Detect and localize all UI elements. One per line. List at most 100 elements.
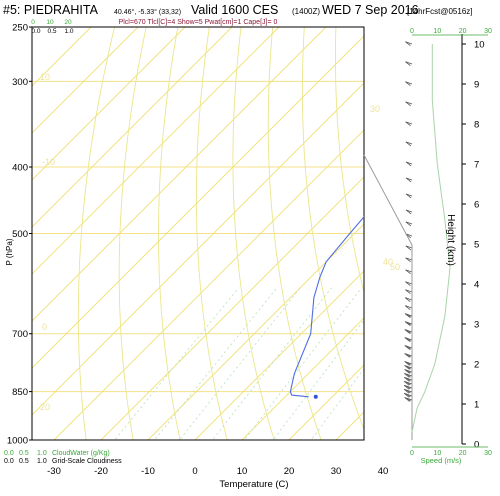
mixing-ratio-line	[154, 287, 278, 440]
wind-barb	[405, 221, 413, 227]
speed-tick-top: 0	[410, 28, 414, 35]
mixing-ratio-line	[272, 319, 364, 440]
top-scale-row1-1: 10	[46, 19, 54, 26]
isotherm-line	[288, 364, 364, 440]
speed-tick-bottom: 0	[410, 450, 414, 457]
surface-temperature-dot	[396, 395, 400, 399]
wind-barb	[405, 81, 413, 87]
height-tick-label: 3	[474, 320, 479, 331]
wind-barb	[404, 297, 413, 302]
legend-cw-2: 1.0	[37, 450, 47, 457]
isotherm-line	[147, 223, 364, 440]
isotherm-line	[241, 317, 364, 440]
dry-adiabat	[493, 15, 500, 455]
isotherm-line	[430, 27, 500, 440]
isotherm-line	[32, 35, 364, 369]
speed-tick-bottom: 20	[459, 450, 467, 457]
isotherm-line	[383, 27, 500, 440]
wind-barb	[405, 257, 413, 263]
isotherm-label: 10	[40, 72, 50, 82]
valid-date: WED 7 Sep 2016	[322, 3, 419, 17]
mixing-ratio-line	[179, 287, 301, 440]
background-lines	[32, 15, 500, 455]
isotherm-line	[194, 270, 364, 440]
wind-barb	[405, 209, 413, 215]
height-tick-label: 10	[474, 40, 485, 51]
y-axis-title: P (hPa)	[5, 238, 14, 265]
wind-barb	[404, 337, 413, 342]
speed-tick-top: 30	[484, 28, 492, 35]
temperature-tick-label: -30	[47, 466, 61, 477]
wind-barb	[404, 377, 413, 382]
isotherm-line	[32, 27, 233, 228]
wind-barb	[404, 305, 413, 310]
temperature-tick-label: 20	[284, 466, 295, 477]
isotherm-line	[100, 176, 364, 440]
isotherm-label: 50	[390, 262, 400, 272]
x-axis-title: Temperature (C)	[219, 479, 288, 490]
height-tick-label: 5	[474, 240, 479, 251]
wind-barb	[404, 365, 413, 370]
dry-adiabat	[461, 15, 500, 455]
speed-profile-curve	[411, 44, 451, 433]
dry-adiabat	[430, 15, 500, 455]
legend-cw-0: 0.0	[4, 450, 14, 457]
mixing-ratio-line	[211, 287, 332, 440]
wind-barb	[403, 392, 413, 398]
dry-adiabat	[195, 27, 228, 440]
top-scale-row2-0: 0.0	[31, 28, 40, 35]
speed-tick-bottom: 10	[433, 450, 441, 457]
sounding-curves	[289, 215, 400, 399]
dry-adiabat	[118, 27, 147, 440]
wind-barb	[404, 353, 413, 358]
height-tick-label: 2	[474, 360, 479, 371]
surface-dewpoint-dot	[313, 394, 318, 399]
dry-adiabat	[77, 27, 116, 440]
pressure-tick-label: 1000	[7, 436, 28, 447]
speed-tick-top: 10	[433, 28, 441, 35]
pressure-tick-label: 500	[12, 229, 28, 240]
legend-cloudwater-label: CloudWater (g/Kg)	[52, 450, 110, 457]
isotherm-line	[53, 129, 364, 440]
dry-adiabat	[335, 27, 364, 294]
pressure-tick-label: 850	[12, 387, 28, 398]
legend-cloudiness-label: Grid-Scale Cloudiness	[52, 458, 122, 465]
isotherm-line	[32, 82, 364, 416]
isotherm-label: 40	[383, 257, 393, 267]
temperature-tick-label: 0	[192, 466, 197, 477]
axes: 100-10203040502503004005007008501000-30-…	[7, 23, 492, 478]
sounding-indices: Plcl=670 Tlcl[C]=4 Show=5 Pwat[cm]=1 Cap…	[119, 19, 278, 26]
wind-barb	[405, 121, 413, 127]
height-tick-label: 1	[474, 400, 479, 411]
isotherm-line	[32, 27, 186, 181]
wind-profile	[403, 41, 413, 402]
dry-adiabat	[232, 27, 275, 440]
dry-adiabat	[301, 27, 364, 431]
legend-gsc-1: 0.5	[19, 458, 29, 465]
speed-tick-bottom: 30	[484, 450, 492, 457]
wind-barb	[405, 269, 413, 275]
wind-barb	[405, 289, 413, 295]
height-tick-label: 7	[474, 160, 479, 171]
isotherm-line	[32, 27, 139, 134]
top-scale-row1-0: 0	[31, 19, 35, 26]
wind-barb	[405, 141, 413, 147]
mixing-ratio-line	[243, 287, 362, 440]
wind-barb	[405, 177, 413, 183]
height-tick-label: 6	[474, 200, 479, 211]
wind-barb	[405, 101, 413, 107]
valid-time: Valid 1600 CES	[191, 3, 278, 17]
pressure-tick-label: 700	[12, 329, 28, 340]
wind-barb	[405, 193, 413, 199]
wind-area-boundary	[363, 154, 413, 440]
wind-barb	[405, 161, 413, 167]
wind-barb	[403, 388, 413, 394]
speed-axis-title: Speed (m/s)	[421, 456, 462, 465]
wind-barb	[404, 361, 413, 366]
pressure-tick-label: 250	[12, 23, 28, 34]
top-scale-row1-2: 20	[64, 19, 72, 26]
legend-gsc-2: 1.0	[37, 458, 47, 465]
height-axis-title: Height (km)	[445, 214, 456, 266]
